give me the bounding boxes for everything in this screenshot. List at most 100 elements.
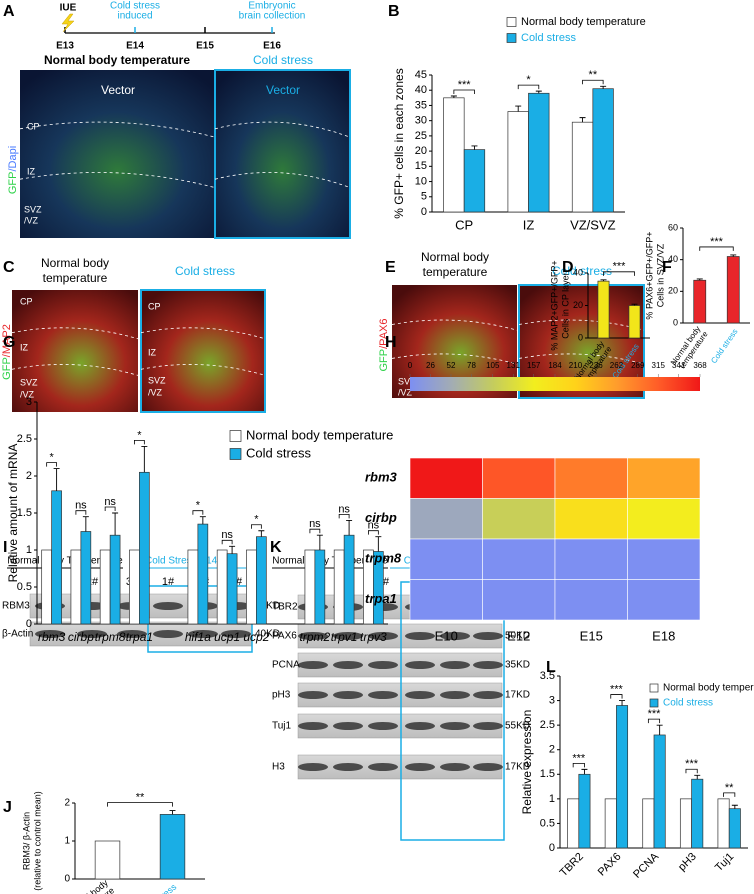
bar [246, 549, 257, 625]
legend-swatch [506, 17, 517, 27]
error-bar [696, 278, 703, 281]
legend-swatch [229, 430, 242, 442]
heatmap-cell [409, 579, 483, 621]
blot-strip [297, 754, 503, 780]
size-label: 17KD [505, 762, 530, 773]
significance-bracket [647, 718, 661, 724]
y-tick-label: 5 [421, 191, 427, 203]
y-tick-label: 0.5 [17, 581, 32, 593]
y-tick-label: 0 [26, 618, 32, 630]
y-tick-label: 1.5 [540, 768, 555, 780]
legend-label: Normal body temperature [663, 683, 754, 694]
x-tick-label: hif1a [185, 630, 211, 644]
legend-label: Normal body temperature [521, 16, 646, 28]
blot-band [405, 763, 435, 771]
y-tick-label: 3.5 [540, 670, 555, 682]
panel-letter: D [562, 259, 574, 276]
label: E [385, 259, 396, 276]
image-title: Cold stress [552, 264, 612, 278]
blot-band [35, 630, 65, 638]
size-label: 15KD [255, 601, 280, 612]
error-bar [53, 468, 60, 491]
blot-band [333, 632, 363, 640]
label: IUE [60, 3, 77, 14]
zone-boundary [19, 172, 216, 188]
day-label: E15 [196, 41, 214, 52]
significance-label: *** [572, 752, 586, 764]
size-label: 17KD [505, 690, 530, 701]
label: SVZ [398, 376, 416, 386]
group-label: Normal body Temperature [7, 556, 123, 567]
y-tick-label: 35 [415, 99, 427, 111]
y-tick-label: 20 [573, 300, 583, 310]
error-bar [316, 534, 323, 550]
legend-label: Cold stress [663, 698, 713, 709]
significance-label: *** [648, 708, 662, 720]
heatmap-cell [482, 579, 556, 621]
blot-band [440, 632, 470, 640]
significance-bracket [338, 514, 350, 519]
label: SVZ [20, 377, 38, 387]
colorbar-tick-label: 341 [672, 361, 686, 370]
bar [304, 549, 316, 625]
bar [653, 734, 666, 849]
blot-band [368, 661, 398, 669]
bar [139, 471, 150, 625]
micrograph [12, 290, 138, 412]
significance-bracket [517, 84, 540, 90]
blot-band [188, 630, 218, 638]
bar [726, 256, 740, 324]
colorbar-tick-label: 236 [589, 361, 603, 370]
row-label: Tuj1 [272, 721, 292, 732]
significance-label: ** [725, 782, 734, 794]
label: I [3, 539, 7, 556]
column-label: E18 [652, 628, 675, 643]
x-tick-label: CP [455, 217, 473, 232]
error-bar [600, 85, 607, 89]
blot-band [473, 763, 503, 771]
significance-label: ns [221, 529, 233, 541]
label: /VZ [148, 387, 163, 397]
lightning-icon [61, 13, 75, 33]
size-label: 40KD [255, 629, 280, 640]
zone-boundary [518, 319, 645, 331]
error-bar [730, 254, 737, 257]
image-title: Cold stress [175, 264, 235, 278]
zone-boundary [11, 327, 139, 340]
significance-bracket [309, 528, 321, 534]
y-tick-label: 0 [578, 332, 583, 342]
y-tick-label: 40 [573, 267, 583, 277]
heatmap-cell [627, 538, 701, 580]
colorbar-tick-label: 78 [467, 361, 476, 370]
y-axis-label: (relative to control mean) [32, 791, 42, 891]
y-tick-label: 30 [415, 115, 427, 127]
bar [94, 840, 121, 880]
y-tick-label: 10 [415, 175, 427, 187]
bar [226, 553, 238, 625]
zone-boundary [19, 121, 216, 138]
blot-band [298, 691, 328, 699]
blot-band [221, 630, 251, 638]
y-tick-label: 1 [549, 793, 555, 805]
bar [642, 798, 655, 849]
bar [41, 549, 52, 625]
label: Vector [101, 83, 135, 97]
error-bar [346, 519, 353, 536]
y-axis-label: % MAP2+GFP+/GFP+ [549, 260, 559, 350]
bar [728, 808, 741, 849]
blot-band [298, 661, 328, 669]
blot-band [333, 722, 363, 730]
colorbar-tick-label: 184 [548, 361, 562, 370]
label: SVZ [148, 375, 166, 385]
heatmap-cell [627, 579, 701, 621]
row-label: TBR2 [272, 602, 298, 613]
bar [717, 798, 730, 849]
colorbar-tick-label: 368 [693, 361, 707, 370]
blot-band [405, 632, 435, 640]
heatmap-cell [409, 457, 483, 499]
blot-band [368, 691, 398, 699]
x-tick-label: cirbp [68, 630, 94, 644]
legend-swatch [506, 33, 517, 43]
